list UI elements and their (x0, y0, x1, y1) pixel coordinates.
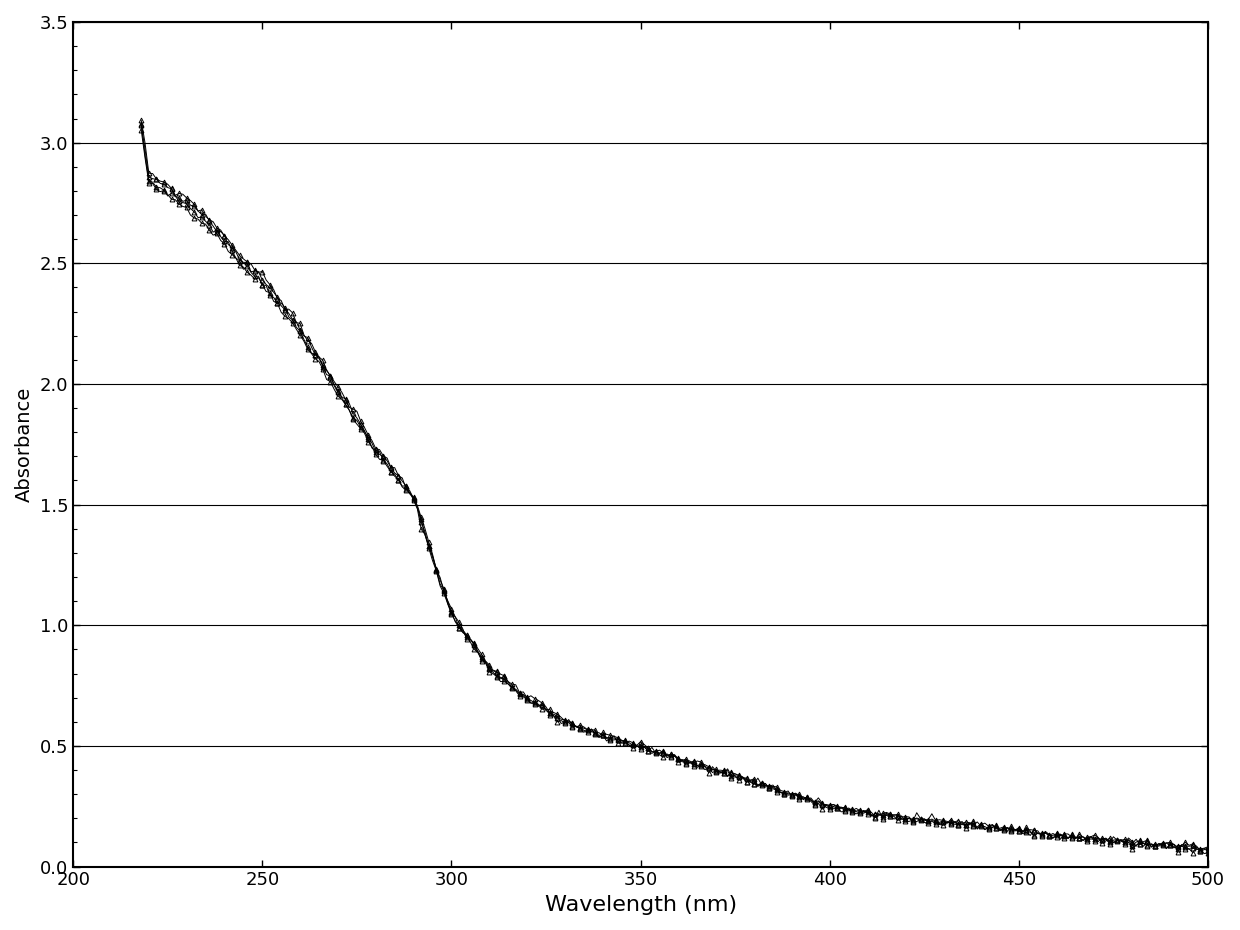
Y-axis label: Absorbance: Absorbance (15, 387, 33, 502)
X-axis label: Wavelength (nm): Wavelength (nm) (544, 895, 737, 915)
